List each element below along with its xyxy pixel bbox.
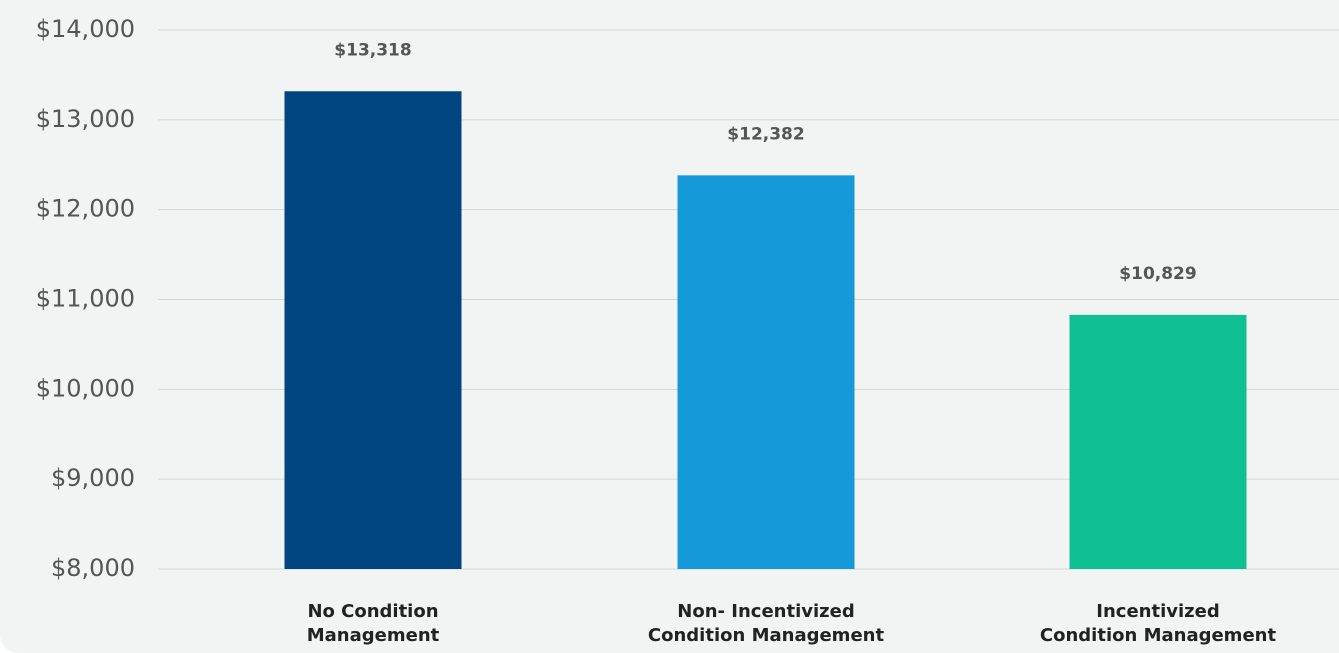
bar [1069, 314, 1247, 569]
y-tick-label: $10,000 [36, 374, 135, 402]
x-tick-label-line: No Condition [307, 601, 438, 622]
y-axis: $14,000 $13,000 $12,000 $11,000 $10,000 $9,00… [36, 15, 135, 582]
x-tick-label: Non- Incentivized Condition Management [648, 601, 885, 646]
y-tick-label: $12,000 [36, 195, 135, 223]
bar [284, 91, 462, 570]
bar [677, 175, 855, 569]
y-tick-label: $11,000 [36, 285, 135, 313]
x-tick-label-line: Incentivized [1096, 601, 1219, 622]
value-labels: $13,318 $12,382 $10,829 [334, 40, 1196, 284]
value-label: $13,318 [334, 40, 411, 60]
y-tick-label: $8,000 [51, 554, 135, 582]
x-axis: No Condition Management Non- Incentivized C… [307, 601, 1277, 646]
y-tick-label: $14,000 [36, 15, 135, 43]
x-tick-label-line: Condition Management [1040, 625, 1277, 646]
value-label: $10,829 [1119, 264, 1196, 284]
value-label: $12,382 [727, 124, 804, 144]
x-tick-label-line: Non- Incentivized [677, 601, 854, 622]
bars [284, 91, 1247, 570]
y-tick-label: $13,000 [36, 105, 135, 133]
y-tick-label: $9,000 [51, 464, 135, 492]
x-tick-label: No Condition Management [307, 601, 440, 646]
x-tick-label-line: Condition Management [648, 625, 885, 646]
x-tick-label-line: Management [307, 625, 440, 646]
x-tick-label: Incentivized Condition Management [1040, 601, 1277, 646]
